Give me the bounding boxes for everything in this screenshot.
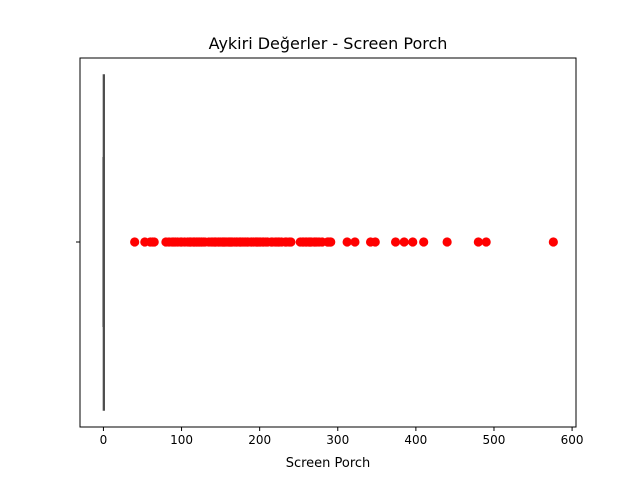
outlier-points	[130, 237, 558, 247]
x-tick-label: 500	[483, 433, 506, 447]
chart-title: Aykiri Değerler - Screen Porch	[209, 34, 448, 53]
outlier-point	[370, 237, 380, 247]
outlier-point	[481, 237, 491, 247]
x-tick-label: 600	[561, 433, 584, 447]
boxplot-box	[102, 74, 105, 411]
outlier-point	[399, 237, 409, 247]
outlier-point	[130, 237, 140, 247]
outlier-point	[326, 237, 336, 247]
x-tick-label: 0	[100, 433, 108, 447]
outlier-point	[350, 237, 360, 247]
outlier-point	[419, 237, 429, 247]
outlier-point	[286, 237, 296, 247]
outlier-point	[408, 237, 418, 247]
outlier-point	[442, 237, 452, 247]
outlier-point	[548, 237, 558, 247]
x-tick-label: 200	[248, 433, 271, 447]
x-tick-label: 300	[326, 433, 349, 447]
x-tick-label: 400	[404, 433, 427, 447]
x-axis-label: Screen Porch	[286, 456, 371, 471]
x-tick-label: 100	[170, 433, 193, 447]
outlier-point	[342, 237, 352, 247]
x-axis-ticks: 0 100 200 300 400 500 600	[100, 427, 584, 447]
outlier-point	[149, 237, 159, 247]
outlier-point	[473, 237, 483, 247]
outlier-point	[390, 237, 401, 247]
